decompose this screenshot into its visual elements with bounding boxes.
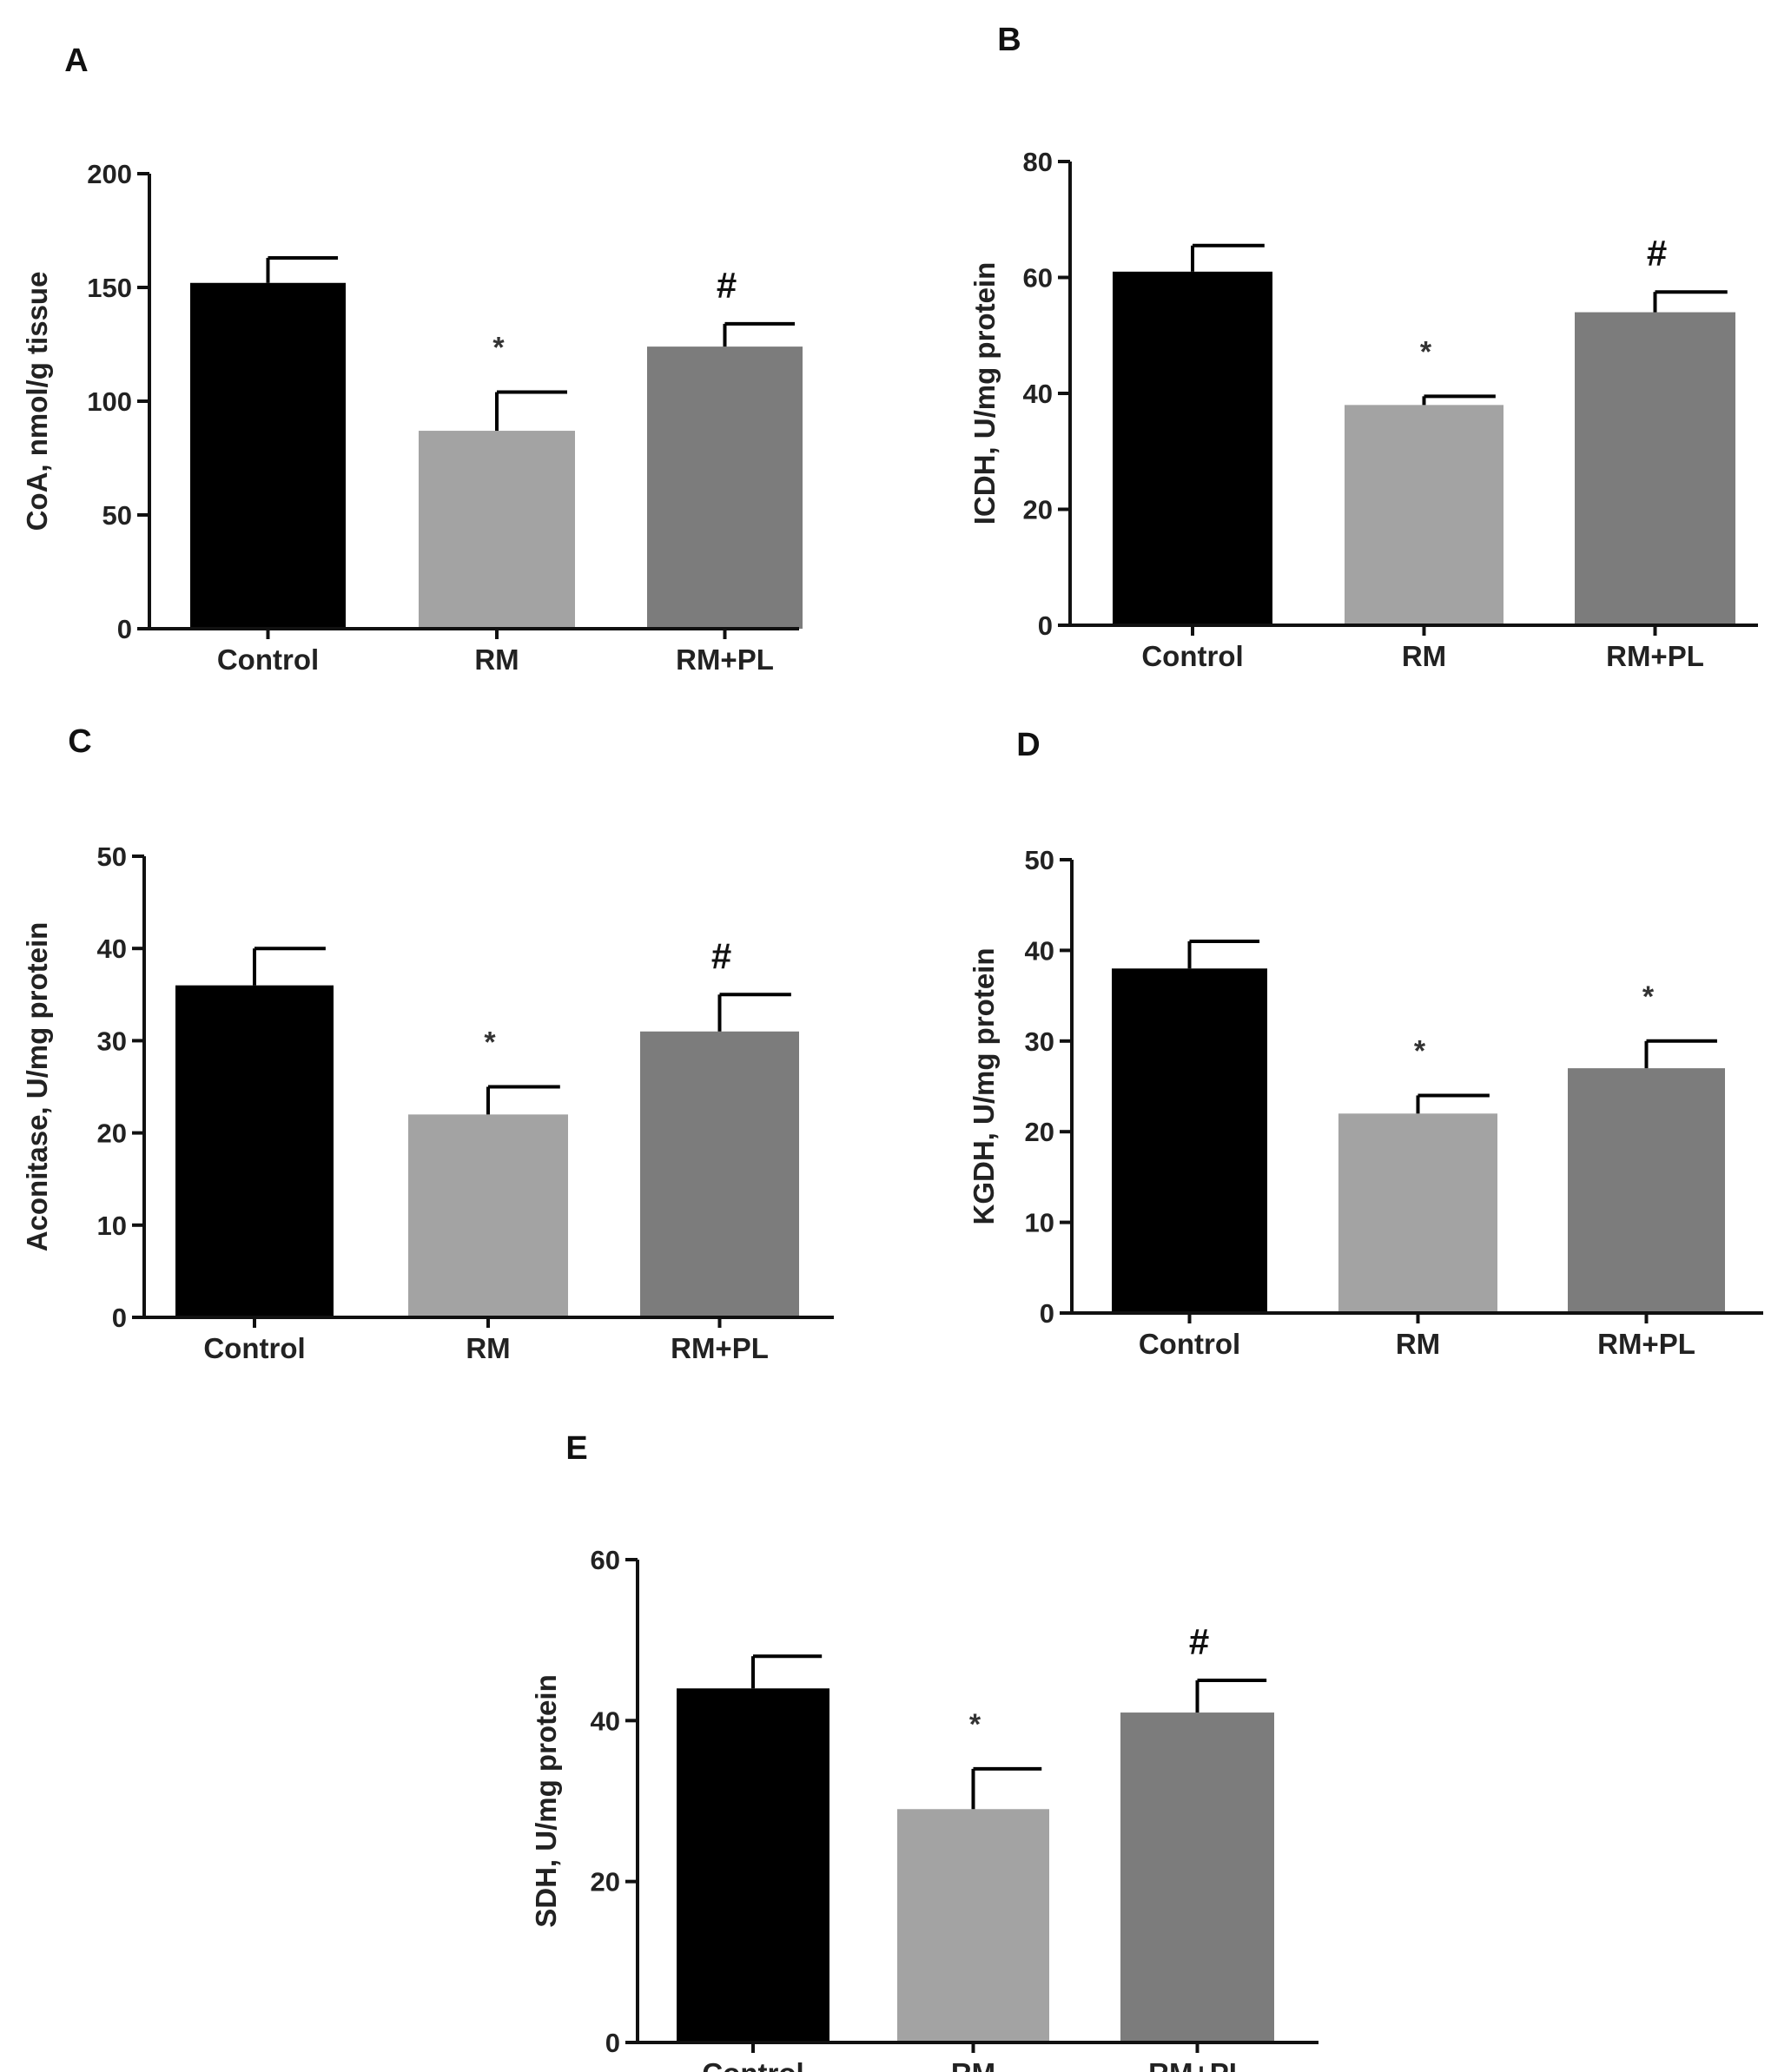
bar-rm	[1338, 1113, 1497, 1313]
bar-rm-pl	[1568, 1068, 1725, 1313]
x-category-label: Control	[1141, 640, 1243, 672]
y-tick-label: 60	[1023, 263, 1053, 294]
y-tick-label: 0	[1038, 610, 1053, 641]
y-tick-label: 200	[87, 159, 132, 189]
significance-star: *	[484, 1026, 496, 1059]
y-tick-label: 40	[1023, 379, 1053, 409]
x-category-label: RM+PL	[671, 1332, 769, 1364]
x-category-label: RM	[474, 643, 519, 676]
y-tick-label: 20	[97, 1118, 127, 1149]
panel-letter: C	[68, 723, 91, 760]
x-category-label: Control	[203, 1332, 305, 1364]
panel-letter: D	[1016, 727, 1040, 763]
significance-star: *	[1414, 1034, 1426, 1067]
x-category-label: Control	[702, 2057, 803, 2072]
y-tick-label: 20	[1025, 1117, 1054, 1147]
panel-c: C Control * RM # RM+PL 0 10 20 30 40 50 Aconitase, U…	[21, 723, 834, 1364]
x-category-label: RM+PL	[1606, 640, 1704, 672]
significance-star: *	[969, 1708, 981, 1741]
y-tick-label: 20	[591, 1867, 620, 1897]
x-category-label: RM	[1396, 1328, 1440, 1360]
y-tick-label: 0	[112, 1303, 127, 1333]
bar-control	[1113, 271, 1272, 625]
y-axis-title: SDH, U/mg protein	[530, 1674, 562, 1928]
bar-rm	[1345, 405, 1504, 625]
bar-rm-pl	[640, 1031, 799, 1317]
y-axis-title: CoA, nmol/g tissue	[21, 272, 53, 531]
bar-rm	[408, 1114, 568, 1317]
x-category-label: Control	[217, 643, 319, 676]
y-axis-title: ICDH, U/mg protein	[968, 262, 1001, 525]
y-tick-label: 10	[1025, 1208, 1054, 1238]
x-category-label: RM	[951, 2057, 995, 2072]
panel-d: D Control * RM * RM+PL 0 10 20 30 40 50 KGDH, U/mg p…	[968, 727, 1763, 1360]
y-tick-label: 20	[1023, 495, 1053, 525]
y-tick-label: 0	[1040, 1298, 1054, 1329]
significance-hash: #	[717, 265, 737, 306]
bar-rm-pl	[1120, 1712, 1274, 2042]
y-tick-label: 80	[1023, 147, 1053, 177]
y-tick-label: 30	[1025, 1026, 1054, 1057]
bar-control	[1112, 968, 1267, 1313]
x-category-label: RM	[466, 1332, 510, 1364]
panel-e: E Control * RM # RM+PL 0 20 40 60 SDH, U/mg protei…	[530, 1430, 1318, 2072]
significance-star: *	[1420, 335, 1432, 368]
bar-control	[175, 985, 334, 1317]
x-category-label: RM+PL	[1148, 2057, 1246, 2072]
y-tick-label: 40	[97, 934, 127, 964]
x-category-label: RM	[1402, 640, 1446, 672]
y-tick-label: 30	[97, 1026, 127, 1056]
panel-letter: A	[64, 43, 88, 79]
panel-b: B Control * RM # RM+PL 0 20 40 60 80 ICDH, U/mg pro…	[968, 22, 1758, 672]
significance-hash: #	[1647, 233, 1667, 274]
bar-control	[190, 282, 346, 629]
y-tick-label: 10	[97, 1211, 127, 1241]
x-category-label: RM+PL	[676, 643, 774, 676]
bar-rm-pl	[647, 346, 803, 629]
panel-a: A Control * RM # RM+PL 0 50 100 150 200 CoA, nmol/g…	[21, 43, 803, 676]
y-tick-label: 60	[591, 1545, 620, 1575]
bar-control	[677, 1688, 829, 2042]
significance-hash: #	[711, 935, 731, 976]
y-tick-label: 100	[87, 386, 132, 417]
y-axis-title: Aconitase, U/mg protein	[21, 922, 53, 1252]
x-category-label: Control	[1139, 1328, 1240, 1360]
significance-star: *	[492, 332, 505, 365]
y-tick-label: 0	[117, 614, 132, 644]
significance-hash: #	[1189, 1621, 1209, 1662]
y-tick-label: 0	[605, 2028, 620, 2058]
y-tick-label: 50	[97, 841, 127, 872]
x-category-label: RM+PL	[1597, 1328, 1695, 1360]
y-tick-label: 40	[591, 1706, 620, 1736]
panel-letter: E	[565, 1430, 587, 1467]
y-tick-label: 50	[102, 500, 132, 531]
bar-rm-pl	[1575, 312, 1735, 625]
y-tick-label: 150	[87, 273, 132, 303]
y-tick-label: 50	[1025, 845, 1054, 875]
bar-rm	[419, 431, 575, 629]
y-tick-label: 40	[1025, 935, 1054, 966]
y-axis-title: KGDH, U/mg protein	[968, 948, 1000, 1225]
bar-rm	[897, 1809, 1049, 2042]
panel-letter: B	[997, 22, 1021, 58]
significance-star: *	[1642, 980, 1655, 1013]
